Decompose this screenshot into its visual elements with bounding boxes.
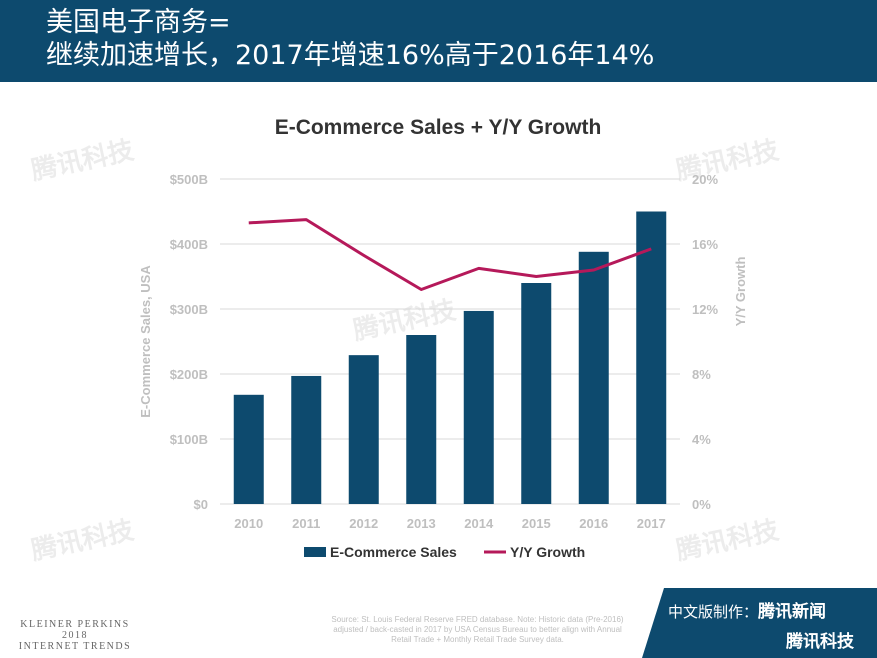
y-tick-label: $200B — [170, 367, 208, 382]
bar — [636, 211, 667, 504]
grid-lines — [220, 178, 680, 505]
y2-tick-label: 0% — [692, 497, 711, 512]
y-tick-label: $0 — [194, 497, 208, 512]
badge-tech-logo: 腾讯科技 — [786, 632, 854, 652]
bar — [233, 394, 264, 504]
legend-label-growth: Y/Y Growth — [510, 544, 585, 560]
y2-tick-label: 20% — [692, 172, 718, 187]
bar — [578, 251, 609, 504]
y2-tick-label: 4% — [692, 432, 711, 447]
legend-swatch-sales — [304, 547, 326, 557]
x-tick-label: 2014 — [464, 516, 494, 531]
y-tick-label: $400B — [170, 237, 208, 252]
bar — [406, 335, 437, 504]
badge-made-label: 中文版制作： — [668, 603, 759, 621]
credit-badge — [642, 588, 877, 658]
company-name: KLEINER PERKINS — [20, 619, 130, 630]
bar — [521, 283, 552, 504]
x-tick-label: 2013 — [407, 516, 436, 531]
x-tick-label: 2011 — [292, 516, 320, 531]
bar — [348, 355, 379, 504]
y-tick-label: $300B — [170, 302, 208, 317]
footer-brand: KLEINER PERKINS 2018 INTERNET TRENDS — [10, 619, 140, 652]
slide-title-line1: 美国电子商务= — [46, 7, 231, 38]
bar — [291, 375, 322, 504]
x-tick-label: 2017 — [637, 516, 666, 531]
badge-made-by: 中文版制作：腾讯新闻 — [668, 597, 826, 622]
y2-tick-label: 12% — [692, 302, 718, 317]
bar-series — [233, 211, 667, 504]
combo-chart: E-Commerce Sales + Y/Y Growth $0 $100B $20… — [138, 116, 748, 560]
right-axis-ticks: 0% 4% 8% 12% 16% 20% — [692, 172, 718, 512]
left-axis-ticks: $0 $100B $200B $300B $400B $500B — [170, 172, 208, 512]
chart-title: E-Commerce Sales + Y/Y Growth — [275, 116, 602, 139]
x-tick-label: 2015 — [522, 516, 551, 531]
source-note: Source: St. Louis Federal Reserve FRED d… — [331, 615, 624, 644]
slide-header — [0, 0, 877, 82]
slide-title-line2: 继续加速增长，2017年增速16%高于2016年14% — [46, 40, 655, 71]
report-year: 2018 — [62, 630, 88, 641]
y-tick-label: $500B — [170, 172, 208, 187]
x-tick-label: 2010 — [234, 516, 263, 531]
growth-line — [248, 218, 652, 291]
chart-legend: E-Commerce Sales Y/Y Growth — [304, 544, 585, 560]
y-axis-label: E-Commerce Sales, USA — [138, 265, 153, 418]
y2-tick-label: 8% — [692, 367, 711, 382]
x-tick-label: 2012 — [349, 516, 378, 531]
y2-tick-label: 16% — [692, 237, 718, 252]
y-tick-label: $100B — [170, 432, 208, 447]
bar — [463, 310, 494, 504]
x-tick-label: 2016 — [579, 516, 608, 531]
report-name: INTERNET TRENDS — [18, 641, 132, 652]
y2-axis-label: Y/Y Growth — [733, 257, 748, 327]
legend-label-sales: E-Commerce Sales — [330, 544, 457, 560]
badge-news-label: 腾讯新闻 — [758, 602, 827, 622]
x-axis-ticks: 2010 2011 2012 2013 2014 2015 2016 2017 — [234, 516, 665, 531]
